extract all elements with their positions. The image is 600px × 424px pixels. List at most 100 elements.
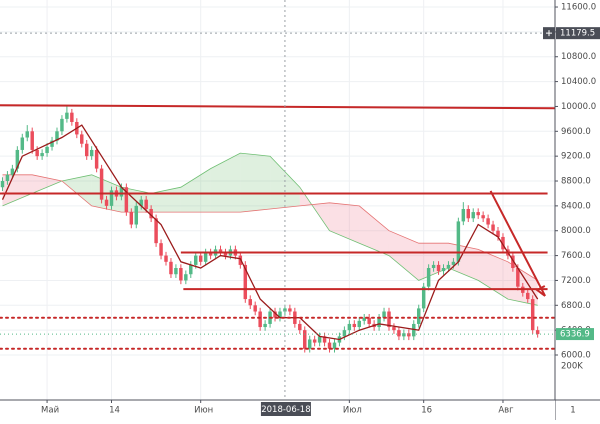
candle-body [208, 252, 213, 256]
candle-body [402, 333, 406, 337]
crosshair-price-tag [556, 27, 600, 40]
candle-body [149, 208, 153, 219]
candle-body [511, 255, 515, 269]
candle-body [303, 330, 307, 349]
candle-body [332, 342, 337, 349]
crosshair-date-tag [260, 402, 311, 416]
candle-body [357, 320, 361, 328]
candle-body [0, 181, 5, 188]
candle-body [481, 215, 485, 219]
candle-body [283, 308, 287, 312]
candle-body [94, 149, 99, 169]
x-tick-label: 14 [109, 406, 120, 416]
candle-body [50, 140, 54, 147]
x-tick-label: Авг [498, 406, 514, 416]
candle-body [377, 317, 381, 328]
candle-body [436, 264, 441, 272]
y-tick-label: 8000.0 [561, 226, 591, 236]
candle-body [35, 149, 39, 157]
candle-body [203, 252, 208, 262]
candle-body [198, 255, 203, 262]
candle-body [461, 208, 466, 222]
cloud-fill [270, 156, 300, 209]
candle-body [15, 149, 20, 169]
candle-body [129, 212, 134, 225]
candle-body [273, 311, 277, 318]
candle-body [109, 190, 114, 206]
candle-body [530, 299, 535, 331]
candle-body [144, 199, 148, 209]
candle-body [40, 153, 44, 157]
y-tick-label: 8800.0 [561, 177, 591, 187]
candle-body [99, 168, 104, 200]
candle-body [496, 230, 500, 237]
arrow-head [535, 285, 546, 297]
y-tick-label: 10000.0 [561, 102, 596, 112]
candle-body [80, 134, 84, 144]
candle-body [491, 224, 495, 231]
candle-body [307, 339, 312, 349]
cloud-fill [329, 202, 360, 244]
candle-body [407, 333, 411, 337]
candle-body [223, 252, 228, 256]
candle-body [421, 286, 426, 309]
y-tick-label: 6000.0 [561, 351, 591, 361]
y-tick-label: 8400.0 [561, 201, 591, 211]
candle-body [194, 255, 198, 265]
candle-body [441, 268, 446, 272]
candle-body [184, 274, 188, 281]
candle-body [535, 330, 540, 335]
candle-body [248, 299, 252, 306]
candle-body [5, 174, 10, 182]
candle-body [412, 323, 416, 337]
candle-body [347, 323, 352, 331]
candle-body [288, 308, 292, 312]
candle-body [55, 131, 59, 141]
candle-body [164, 255, 168, 262]
candle-body [179, 268, 183, 281]
candle-body [367, 317, 371, 324]
volume-label: 200K [561, 362, 583, 372]
x-tick-label: Июл [343, 406, 362, 416]
arrow-line [489, 190, 546, 297]
candle-body [476, 212, 480, 216]
candle-body [70, 112, 74, 122]
candle-body [317, 336, 322, 343]
candle-body [466, 208, 471, 219]
candle-body [134, 205, 139, 225]
candle-body [20, 137, 25, 150]
candle-body [104, 199, 109, 206]
candle-body [25, 131, 29, 138]
candle-body [312, 339, 317, 343]
candle-body [322, 336, 327, 343]
candle-body [486, 218, 490, 225]
candle-body [65, 112, 69, 119]
candle-body [60, 118, 64, 132]
crosshair-date: 2018-06-18 [261, 405, 310, 415]
cloud-fill [32, 174, 62, 194]
cloud-fill [61, 174, 92, 206]
candle-body [243, 264, 248, 300]
crosshair-price: 11179.5 [560, 29, 595, 39]
candle-body [30, 131, 34, 150]
candle-body [426, 268, 431, 287]
candle-body [456, 221, 461, 262]
candle-body [387, 311, 391, 328]
candle-body [154, 218, 158, 244]
candle-body [10, 168, 15, 175]
candle-body [174, 268, 178, 275]
candle-body [382, 311, 386, 318]
cloud-fill [210, 153, 241, 213]
level-line [0, 104, 556, 110]
candle-body [397, 330, 401, 337]
candle-body [139, 199, 143, 206]
candle-body [392, 327, 396, 331]
candle-body [189, 264, 193, 275]
candle-body [352, 323, 357, 328]
y-tick-label: 9200.0 [561, 152, 591, 162]
y-tick-label: 7600.0 [561, 251, 591, 261]
candle-body [526, 292, 530, 300]
last-price: 6336.9 [560, 330, 590, 340]
y-tick-label: 10800.0 [561, 52, 596, 62]
